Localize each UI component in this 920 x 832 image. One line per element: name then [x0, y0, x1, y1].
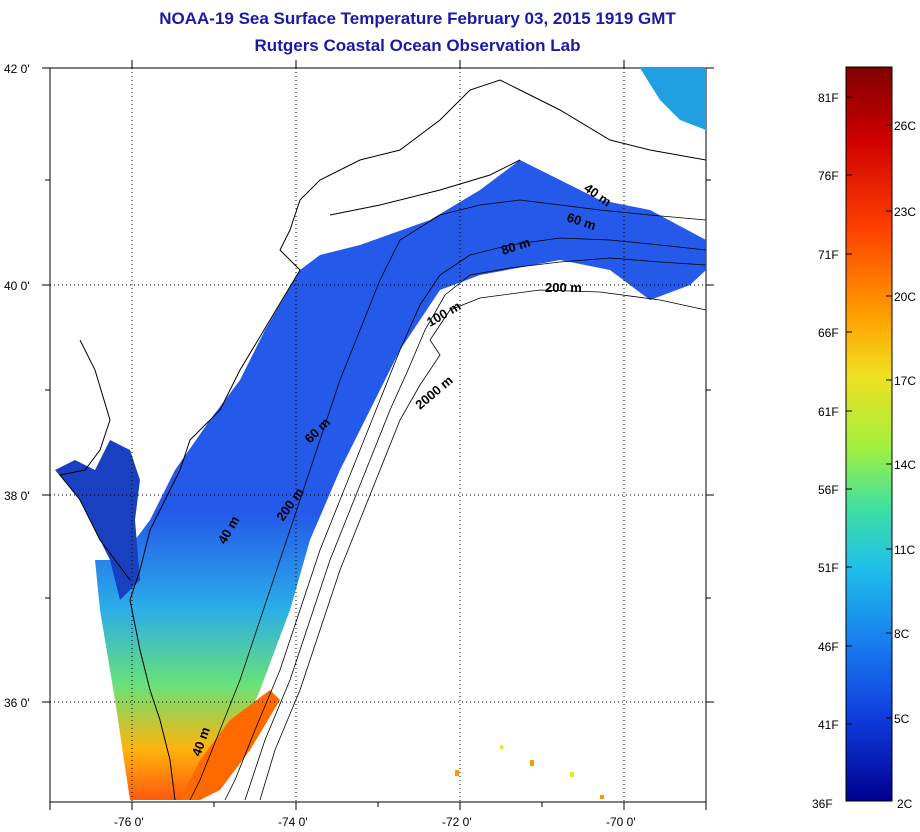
colorbar-f-label: 71F: [818, 248, 839, 262]
lat-label: 40 0': [4, 279, 30, 293]
isobath: [189, 199, 706, 801]
isobath: [259, 289, 706, 801]
isobath: [224, 237, 706, 801]
colorbar-c-label: 26C: [894, 119, 916, 133]
colorbar-f-label: 61F: [818, 405, 839, 419]
contour-label: 200 m: [545, 280, 582, 295]
axis-ticks: [42, 60, 714, 810]
colorbar-f-label: 56F: [818, 483, 839, 497]
colorbar-c-label: 5C: [894, 712, 910, 726]
sst-pixel: [530, 760, 534, 766]
colorbar-c-label: 2C: [897, 797, 913, 811]
sst-pixel: [600, 795, 604, 799]
colorbar-f-ticks: [846, 96, 852, 725]
colorbar-f-label: 81F: [818, 91, 839, 105]
sst-warm-tip: [180, 690, 280, 800]
colorbar-f-label: 36F: [812, 797, 833, 811]
colorbar-c-label: 23C: [894, 205, 916, 219]
lon-label: -74 0': [278, 815, 308, 829]
map-subtitle: Rutgers Coastal Ocean Observation Lab: [254, 36, 581, 55]
colorbar-c-label: 17C: [894, 374, 916, 388]
colorbar: [845, 66, 893, 802]
sst-shelf-band: [95, 160, 706, 800]
lat-label: 36 0': [4, 696, 30, 710]
sst-estuary: [55, 440, 140, 600]
sst-layer: 40 m 60 m 80 m 200 m 100 m 2000 m 60 m 2…: [55, 68, 706, 801]
coastline-long-island: [329, 159, 521, 216]
sst-gulf-maine: [640, 68, 706, 130]
colorbar-f-label: 46F: [818, 640, 839, 654]
sst-pixel: [455, 770, 459, 776]
lat-label: 38 0': [4, 489, 30, 503]
sst-pixel: [500, 745, 503, 749]
colorbar-c-label: 20C: [894, 290, 916, 304]
map-title: NOAA-19 Sea Surface Temperature February…: [159, 9, 676, 28]
colorbar-c-label: 11C: [894, 543, 915, 557]
sst-pixel: [570, 772, 574, 777]
lon-label: -72 0': [442, 815, 472, 829]
colorbar-f-label: 51F: [818, 561, 839, 575]
colorbar-f-label: 41F: [818, 718, 839, 732]
lon-label: -70 0': [606, 815, 636, 829]
coastline-bay: [59, 339, 131, 581]
colorbar-c-ticks: [886, 124, 892, 719]
lat-label: 42 0': [4, 62, 30, 76]
colorbar-f-label: 66F: [818, 326, 839, 340]
colorbar-c-label: 8C: [894, 627, 910, 641]
isobath: [244, 257, 706, 801]
graticule: [50, 68, 706, 802]
colorbar-c-label: 14C: [894, 458, 916, 472]
colorbar-f-label: 76F: [818, 169, 839, 183]
lon-label: -76 0': [114, 815, 144, 829]
